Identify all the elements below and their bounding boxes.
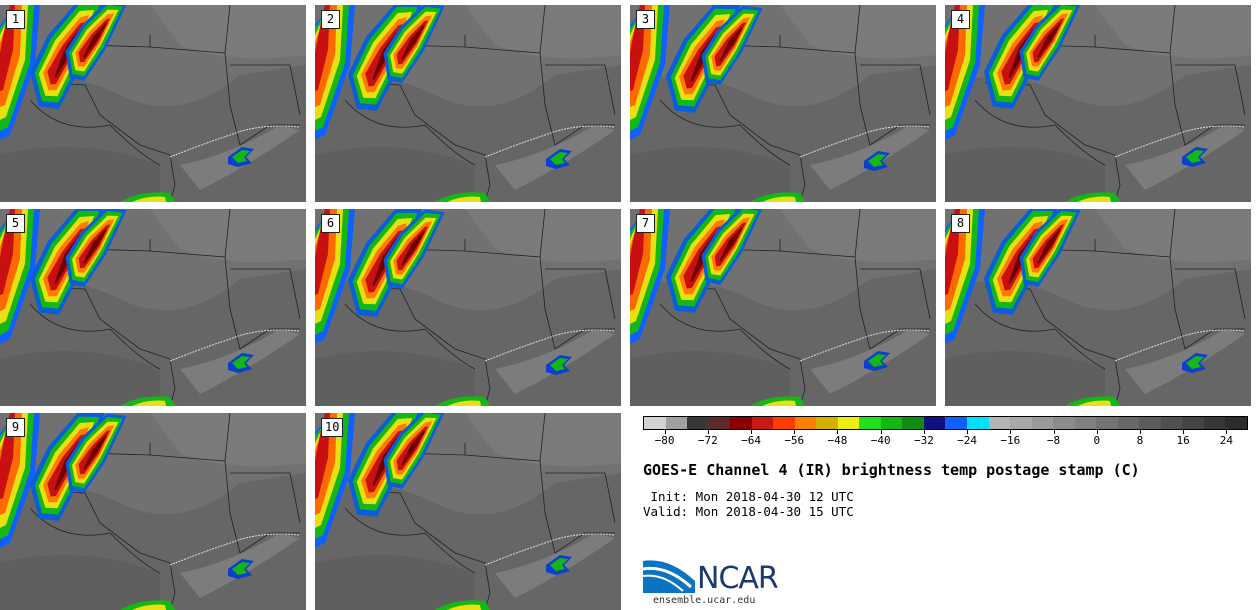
map-panel: 2 bbox=[315, 5, 621, 202]
colorbar-tick bbox=[1053, 430, 1055, 434]
colorbar-tick-label: −24 bbox=[957, 434, 978, 447]
colorbar-segment bbox=[859, 417, 881, 429]
colorbar-segment bbox=[773, 417, 795, 429]
colorbar-segment bbox=[708, 417, 731, 429]
panel-number: 8 bbox=[951, 214, 970, 233]
colorbar-tick-label: 16 bbox=[1176, 434, 1190, 447]
colorbar-tick bbox=[967, 430, 969, 434]
map-panel: 4 bbox=[945, 5, 1251, 202]
colorbar-tick-label: −80 bbox=[654, 434, 675, 447]
colorbar-tick bbox=[1096, 430, 1098, 434]
colorbar-tick bbox=[751, 430, 753, 434]
colorbar-segment bbox=[880, 417, 903, 429]
colorbar-tick bbox=[1226, 430, 1228, 434]
colorbar-tick bbox=[794, 430, 796, 434]
ensemble-url[interactable]: ensemble.ucar.edu bbox=[653, 595, 756, 606]
map-panel: 9 bbox=[0, 413, 306, 610]
colorbar-tick-label: −16 bbox=[1000, 434, 1021, 447]
map-panel: 1 bbox=[0, 5, 306, 202]
colorbar-segment bbox=[966, 417, 989, 429]
colorbar-segment bbox=[1074, 417, 1097, 429]
panel-number: 3 bbox=[636, 10, 655, 29]
colorbar-segment bbox=[644, 417, 666, 429]
colorbar-segment bbox=[945, 417, 967, 429]
colorbar-tick-label: −8 bbox=[1046, 434, 1061, 447]
colorbar-segment bbox=[1139, 417, 1161, 429]
valid-time: Valid: Mon 2018-04-30 15 UTC bbox=[643, 504, 854, 519]
colorbar-tick-label: −32 bbox=[913, 434, 934, 447]
colorbar-segment bbox=[730, 417, 752, 429]
colorbar-segment bbox=[1096, 417, 1118, 429]
map-panel: 5 bbox=[0, 209, 306, 406]
panel-number: 2 bbox=[321, 10, 340, 29]
init-time: Init: Mon 2018-04-30 12 UTC bbox=[643, 489, 854, 504]
panel-number: 7 bbox=[636, 214, 655, 233]
colorbar-tick-label: −48 bbox=[827, 434, 848, 447]
colorbar-tick-label: 0 bbox=[1093, 434, 1101, 447]
colorbar bbox=[643, 416, 1248, 430]
colorbar-tick bbox=[1010, 430, 1012, 434]
colorbar-segment bbox=[1225, 417, 1247, 429]
colorbar-tick bbox=[837, 430, 839, 434]
panel-number: 6 bbox=[321, 214, 340, 233]
colorbar-segment bbox=[751, 417, 774, 429]
colorbar-segment bbox=[1203, 417, 1226, 429]
map-panel: 7 bbox=[630, 209, 936, 406]
ncar-swoosh-icon bbox=[643, 560, 695, 593]
colorbar-segment bbox=[902, 417, 924, 429]
colorbar-segment bbox=[988, 417, 1011, 429]
map-panel: 8 bbox=[945, 209, 1251, 406]
colorbar-tick bbox=[664, 430, 666, 434]
colorbar-tick-label: 8 bbox=[1136, 434, 1144, 447]
colorbar-tick-label: −56 bbox=[784, 434, 805, 447]
colorbar-tick-label: −64 bbox=[741, 434, 761, 447]
map-panel: 3 bbox=[630, 5, 936, 202]
colorbar-tick bbox=[1139, 430, 1141, 434]
colorbar-segment bbox=[923, 417, 946, 429]
colorbar-tick bbox=[707, 430, 709, 434]
colorbar-segment bbox=[1031, 417, 1054, 429]
figure-title: GOES-E Channel 4 (IR) brightness temp po… bbox=[643, 461, 1140, 479]
panel-number: 1 bbox=[6, 10, 25, 29]
colorbar-tick-label: 24 bbox=[1219, 434, 1234, 447]
map-panel: 6 bbox=[315, 209, 621, 406]
colorbar-segment bbox=[837, 417, 860, 429]
colorbar-segment bbox=[1117, 417, 1140, 429]
panel-number: 10 bbox=[321, 418, 344, 437]
colorbar-segment bbox=[816, 417, 838, 429]
colorbar-tick-label: −40 bbox=[870, 434, 891, 447]
colorbar-segment bbox=[665, 417, 688, 429]
colorbar-segment bbox=[1182, 417, 1204, 429]
colorbar-tick bbox=[1183, 430, 1185, 434]
colorbar-segment bbox=[1160, 417, 1183, 429]
map-panel: 10 bbox=[315, 413, 621, 610]
colorbar-tick bbox=[923, 430, 925, 434]
colorbar-segment bbox=[794, 417, 817, 429]
ncar-logo-text: NCAR bbox=[697, 561, 779, 596]
colorbar-ticks: −80−72−64−56−48−40−32−24−16−808162432 bbox=[643, 430, 1248, 450]
panel-number: 9 bbox=[6, 418, 25, 437]
colorbar-segment bbox=[687, 417, 709, 429]
colorbar-segment bbox=[1010, 417, 1032, 429]
colorbar-tick bbox=[880, 430, 882, 434]
colorbar-segment bbox=[1053, 417, 1075, 429]
panel-number: 4 bbox=[951, 10, 970, 29]
colorbar-tick-label: −72 bbox=[697, 434, 718, 447]
panel-number: 5 bbox=[6, 214, 25, 233]
